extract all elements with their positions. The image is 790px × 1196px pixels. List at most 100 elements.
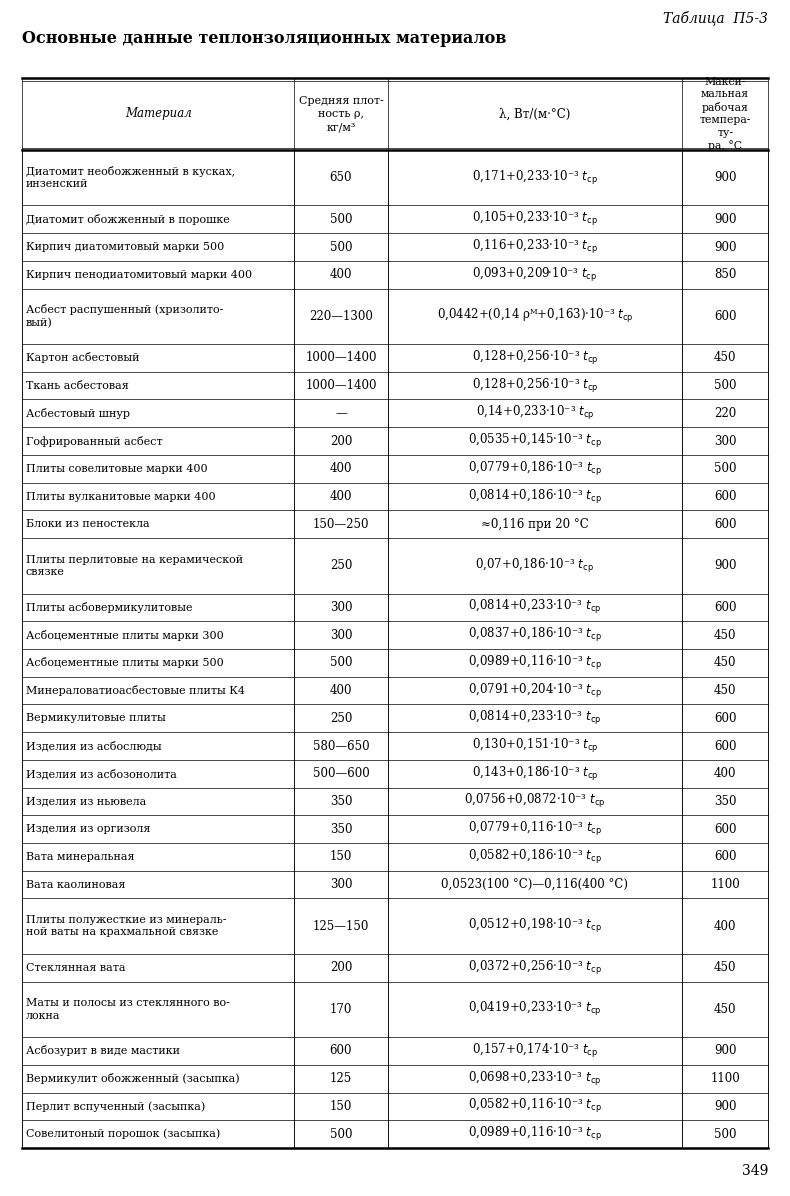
Text: 350: 350 xyxy=(714,795,736,808)
Text: Макси-
мальная
рабочая
темпера-
ту-
ра, °С: Макси- мальная рабочая темпера- ту- ра, … xyxy=(699,77,750,151)
Text: 600: 600 xyxy=(714,739,736,752)
Text: 300: 300 xyxy=(329,878,352,891)
Text: 125: 125 xyxy=(329,1072,352,1085)
Text: 1000—1400: 1000—1400 xyxy=(305,379,377,392)
Text: 500: 500 xyxy=(329,657,352,670)
Text: 250: 250 xyxy=(329,560,352,573)
Text: 500: 500 xyxy=(329,213,352,226)
Text: 0,157+0,174·10⁻³ $t_{\rm cp}$: 0,157+0,174·10⁻³ $t_{\rm cp}$ xyxy=(472,1042,598,1060)
Text: 220—1300: 220—1300 xyxy=(309,310,373,323)
Text: 500: 500 xyxy=(329,240,352,254)
Text: Вермикулитовые плиты: Вермикулитовые плиты xyxy=(26,713,166,724)
Text: 349: 349 xyxy=(742,1164,768,1178)
Text: Изделия из оргизоля: Изделия из оргизоля xyxy=(26,824,150,834)
Text: Блоки из пеностекла: Блоки из пеностекла xyxy=(26,519,149,530)
Text: 300: 300 xyxy=(714,434,736,447)
Text: Вермикулит обожженный (засыпка): Вермикулит обожженный (засыпка) xyxy=(26,1073,239,1085)
Text: Асбоцементные плиты марки 500: Асбоцементные плиты марки 500 xyxy=(26,658,224,669)
Text: 0,116+0,233·10⁻³ $t_{\rm cp}$: 0,116+0,233·10⁻³ $t_{\rm cp}$ xyxy=(472,238,598,256)
Text: 0,0523(100 °С)—0,116(400 °С): 0,0523(100 °С)—0,116(400 °С) xyxy=(442,878,628,891)
Text: 0,07+0,186·10⁻³ $t_{\rm cp}$: 0,07+0,186·10⁻³ $t_{\rm cp}$ xyxy=(476,557,594,575)
Text: 0,0756+0,0872·10⁻³ $t_{\rm cp}$: 0,0756+0,0872·10⁻³ $t_{\rm cp}$ xyxy=(465,793,605,811)
Text: Средняя плот-
ность ρ,
кг/м³: Средняя плот- ность ρ, кг/м³ xyxy=(299,96,383,133)
Text: Кирпич пенодиатомитовый марки 400: Кирпич пенодиатомитовый марки 400 xyxy=(26,270,252,280)
Text: 900: 900 xyxy=(714,560,736,573)
Text: 350: 350 xyxy=(329,823,352,836)
Text: Плиты полужесткие из минераль-
ной ваты на крахмальной связке: Плиты полужесткие из минераль- ной ваты … xyxy=(26,915,227,938)
Text: 170: 170 xyxy=(329,1003,352,1015)
Text: 450: 450 xyxy=(714,1003,736,1015)
Text: Изделия из асбослюды: Изделия из асбослюды xyxy=(26,740,162,751)
Text: 400: 400 xyxy=(714,768,736,780)
Text: 0,0582+0,186·10⁻³ $t_{\rm cp}$: 0,0582+0,186·10⁻³ $t_{\rm cp}$ xyxy=(468,848,602,866)
Text: 0,0779+0,186·10⁻³ $t_{\rm cp}$: 0,0779+0,186·10⁻³ $t_{\rm cp}$ xyxy=(468,459,602,478)
Text: λ, Вт/(м·°С): λ, Вт/(м·°С) xyxy=(499,108,570,121)
Text: 500: 500 xyxy=(329,1128,352,1141)
Text: 600: 600 xyxy=(714,310,736,323)
Text: 400: 400 xyxy=(714,920,736,933)
Text: Плиты асбовермикулитовые: Плиты асбовермикулитовые xyxy=(26,602,193,612)
Text: 900: 900 xyxy=(714,240,736,254)
Text: 0,0698+0,233·10⁻³ $t_{\rm cp}$: 0,0698+0,233·10⁻³ $t_{\rm cp}$ xyxy=(468,1069,601,1087)
Text: 500: 500 xyxy=(714,463,736,475)
Text: 0,0814+0,186·10⁻³ $t_{\rm cp}$: 0,0814+0,186·10⁻³ $t_{\rm cp}$ xyxy=(468,488,602,506)
Text: 0,0535+0,145·10⁻³ $t_{\rm cp}$: 0,0535+0,145·10⁻³ $t_{\rm cp}$ xyxy=(468,432,602,450)
Text: Диатомит обожженный в порошке: Диатомит обожженный в порошке xyxy=(26,214,230,225)
Text: 1100: 1100 xyxy=(710,1072,740,1085)
Text: 0,0989+0,116·10⁻³ $t_{\rm cp}$: 0,0989+0,116·10⁻³ $t_{\rm cp}$ xyxy=(468,1125,602,1143)
Text: Асбозурит в виде мастики: Асбозурит в виде мастики xyxy=(26,1045,180,1056)
Text: 0,0582+0,116·10⁻³ $t_{\rm cp}$: 0,0582+0,116·10⁻³ $t_{\rm cp}$ xyxy=(468,1098,602,1116)
Text: 400: 400 xyxy=(329,463,352,475)
Text: 450: 450 xyxy=(714,629,736,641)
Text: Плиты совелитовые марки 400: Плиты совелитовые марки 400 xyxy=(26,464,208,474)
Text: 450: 450 xyxy=(714,657,736,670)
Text: 500: 500 xyxy=(714,1128,736,1141)
Text: 900: 900 xyxy=(714,213,736,226)
Text: 600: 600 xyxy=(714,490,736,504)
Text: 0,0814+0,233·10⁻³ $t_{\rm cp}$: 0,0814+0,233·10⁻³ $t_{\rm cp}$ xyxy=(468,598,601,616)
Text: 0,128+0,256·10⁻³ $t_{\rm cp}$: 0,128+0,256·10⁻³ $t_{\rm cp}$ xyxy=(472,349,598,367)
Text: Картон асбестовый: Картон асбестовый xyxy=(26,353,140,364)
Text: 600: 600 xyxy=(714,600,736,614)
Text: —: — xyxy=(335,407,347,420)
Text: 0,0779+0,116·10⁻³ $t_{\rm cp}$: 0,0779+0,116·10⁻³ $t_{\rm cp}$ xyxy=(468,820,602,838)
Text: 0,0512+0,198·10⁻³ $t_{\rm cp}$: 0,0512+0,198·10⁻³ $t_{\rm cp}$ xyxy=(468,917,602,935)
Text: 300: 300 xyxy=(329,629,352,641)
Text: 0,128+0,256·10⁻³ $t_{\rm cp}$: 0,128+0,256·10⁻³ $t_{\rm cp}$ xyxy=(472,377,598,395)
Text: 200: 200 xyxy=(329,434,352,447)
Text: 850: 850 xyxy=(714,268,736,281)
Text: 400: 400 xyxy=(329,684,352,697)
Text: 0,0989+0,116·10⁻³ $t_{\rm cp}$: 0,0989+0,116·10⁻³ $t_{\rm cp}$ xyxy=(468,654,602,672)
Text: 600: 600 xyxy=(329,1044,352,1057)
Text: 450: 450 xyxy=(714,684,736,697)
Text: Маты и полосы из стеклянного во-
локна: Маты и полосы из стеклянного во- локна xyxy=(26,999,230,1020)
Text: 400: 400 xyxy=(329,268,352,281)
Text: Таблица  П5-3: Таблица П5-3 xyxy=(663,10,768,25)
Text: 0,171+0,233·10⁻³ $t_{\rm cp}$: 0,171+0,233·10⁻³ $t_{\rm cp}$ xyxy=(472,169,598,187)
Text: 300: 300 xyxy=(329,600,352,614)
Text: 250: 250 xyxy=(329,712,352,725)
Text: 500—600: 500—600 xyxy=(313,768,369,780)
Text: 200: 200 xyxy=(329,962,352,975)
Text: 900: 900 xyxy=(714,1100,736,1113)
Text: 0,14+0,233·10⁻³ $t_{\rm cp}$: 0,14+0,233·10⁻³ $t_{\rm cp}$ xyxy=(476,404,594,422)
Text: Асбестовый шнур: Асбестовый шнур xyxy=(26,408,130,419)
Text: 0,093+0,209·10⁻³ $t_{\rm cp}$: 0,093+0,209·10⁻³ $t_{\rm cp}$ xyxy=(472,266,597,283)
Text: 450: 450 xyxy=(714,962,736,975)
Text: 150: 150 xyxy=(329,850,352,864)
Text: 1100: 1100 xyxy=(710,878,740,891)
Text: 150: 150 xyxy=(329,1100,352,1113)
Text: Вата каолиновая: Вата каолиновая xyxy=(26,879,126,890)
Text: Плиты вулканитовые марки 400: Плиты вулканитовые марки 400 xyxy=(26,492,216,501)
Text: Изделия из асбозонолита: Изделия из асбозонолита xyxy=(26,769,177,779)
Text: 600: 600 xyxy=(714,823,736,836)
Text: 500: 500 xyxy=(714,379,736,392)
Text: Плиты перлитовые на керамической
связке: Плиты перлитовые на керамической связке xyxy=(26,555,243,576)
Text: 0,0419+0,233·10⁻³ $t_{\rm cp}$: 0,0419+0,233·10⁻³ $t_{\rm cp}$ xyxy=(468,1000,601,1018)
Text: 220: 220 xyxy=(714,407,736,420)
Text: 125—150: 125—150 xyxy=(313,920,369,933)
Text: Кирпич диатомитовый марки 500: Кирпич диатомитовый марки 500 xyxy=(26,242,224,252)
Text: Ткань асбестовая: Ткань асбестовая xyxy=(26,380,129,391)
Text: 600: 600 xyxy=(714,850,736,864)
Text: Диатомит необожженный в кусках,
инзенский: Диатомит необожженный в кусках, инзенски… xyxy=(26,166,235,189)
